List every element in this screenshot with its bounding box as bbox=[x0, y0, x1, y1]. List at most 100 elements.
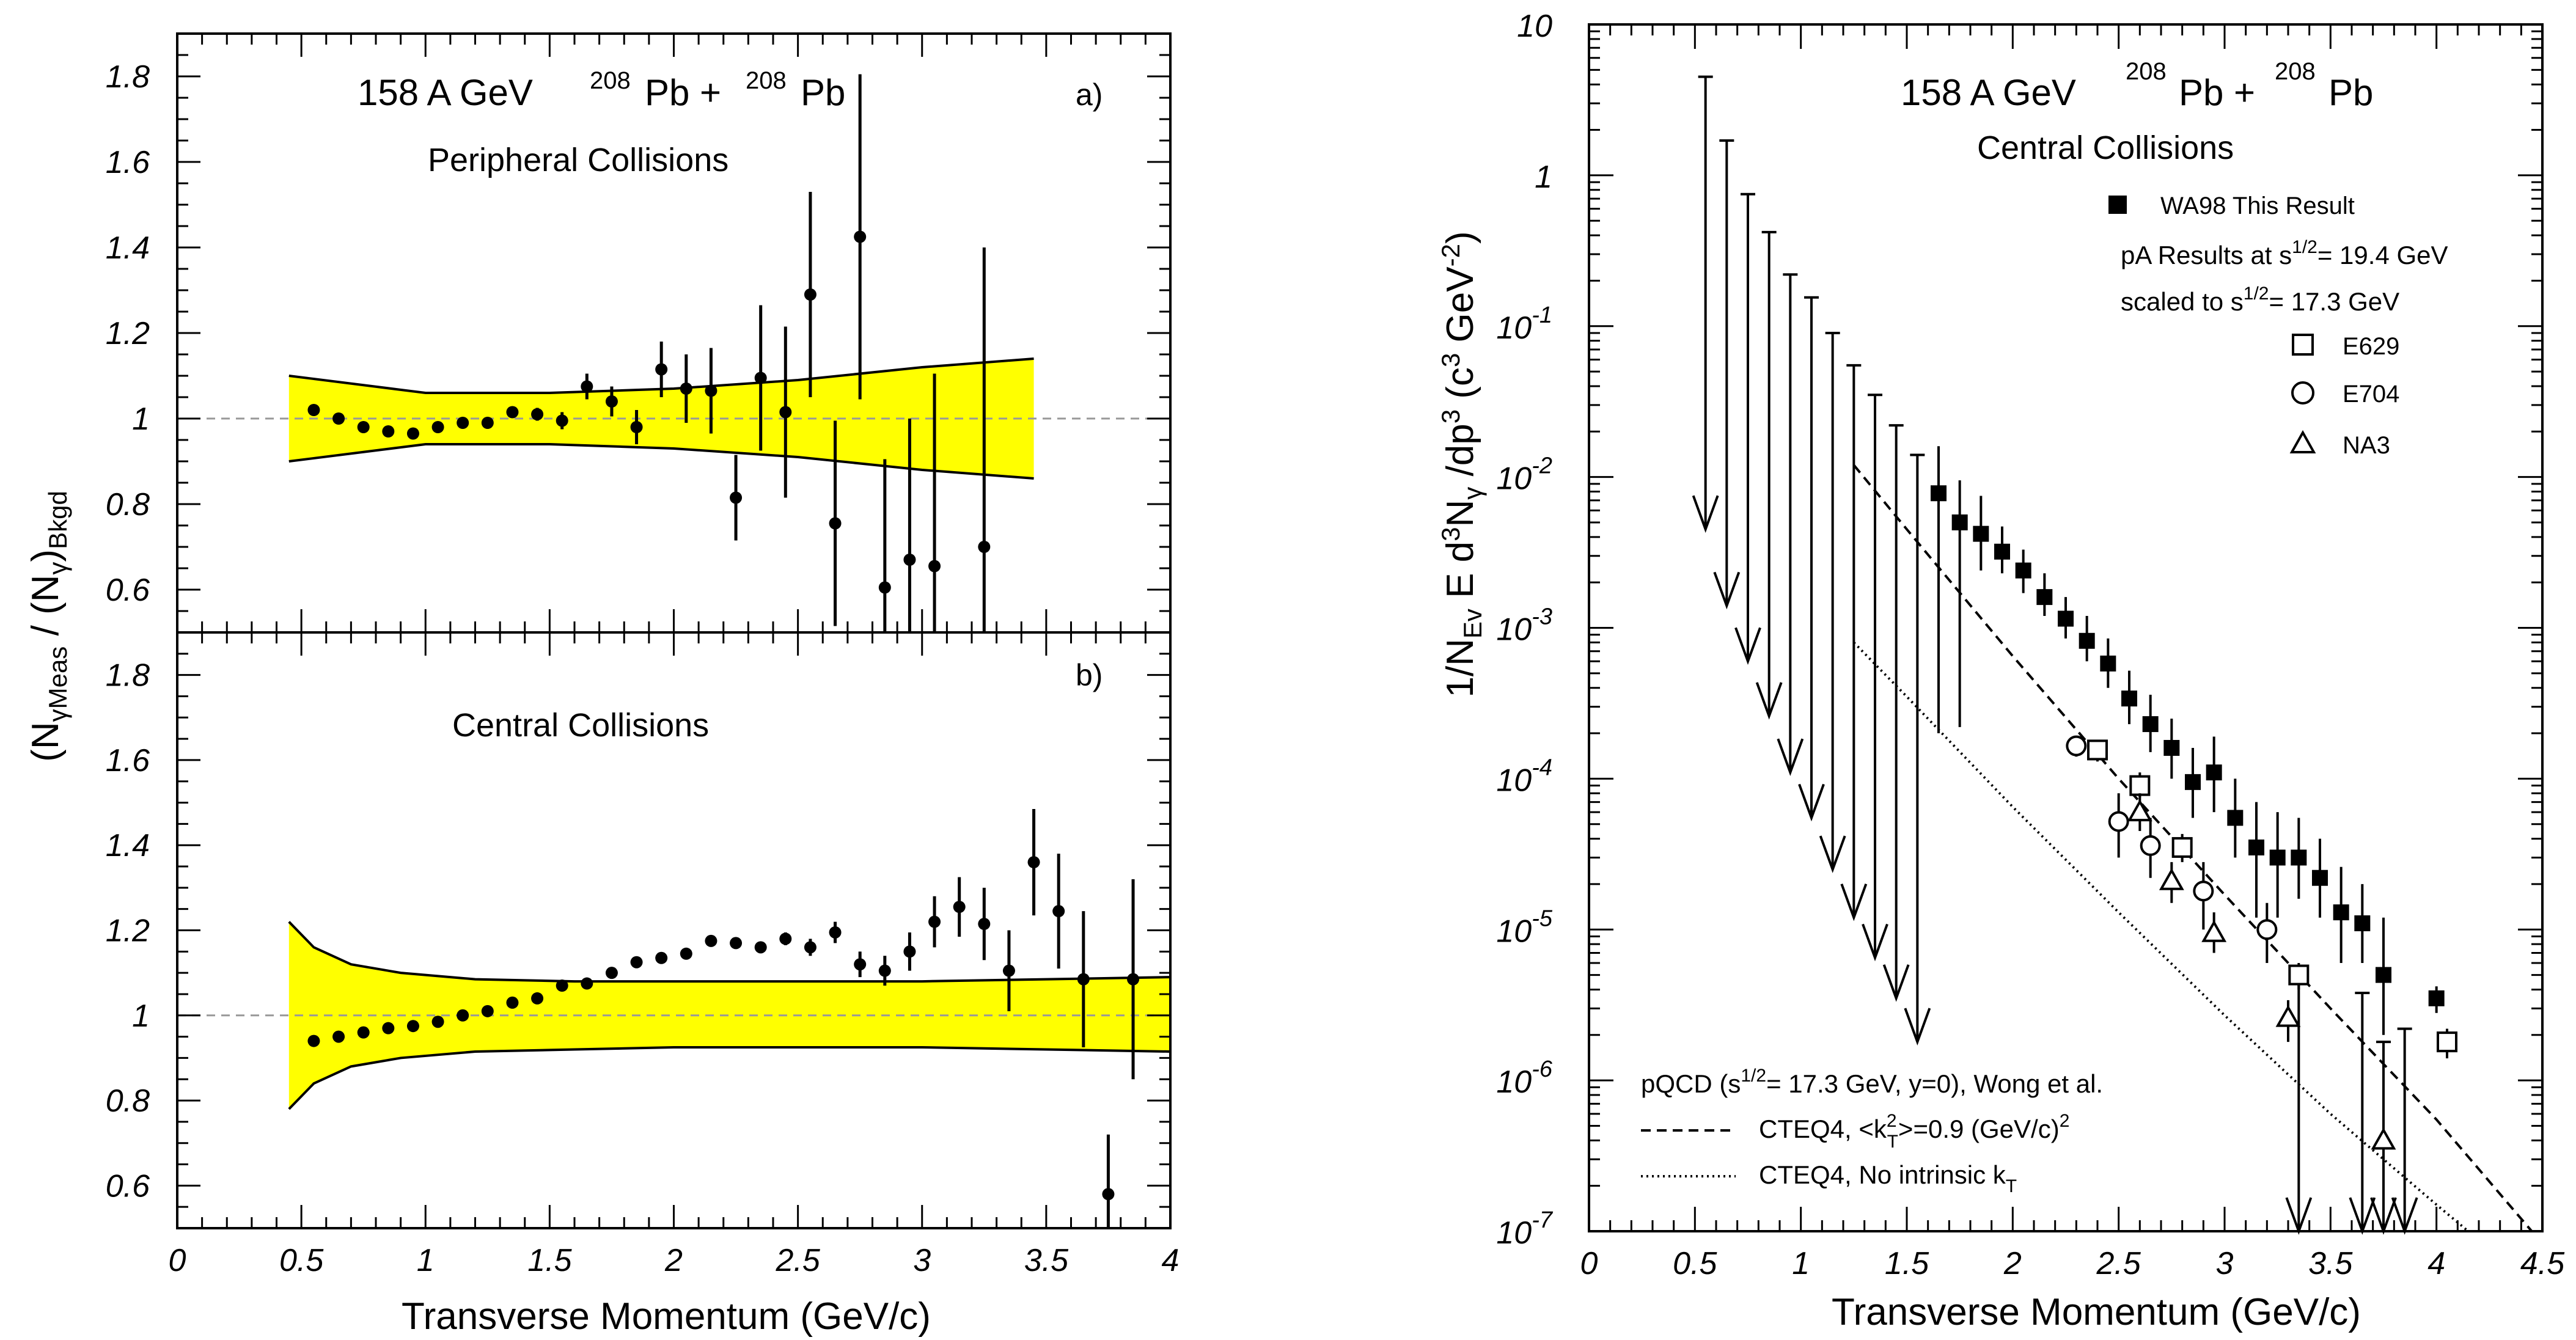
wa98-data-point bbox=[2206, 764, 2222, 781]
right-panel-header: 158 A GeV 208 Pb + 208 Pb Central Collis… bbox=[1901, 58, 2373, 166]
panel-b-data-point bbox=[804, 941, 816, 954]
right-x-tick-label: 3.5 bbox=[2308, 1246, 2353, 1281]
panel-b-data-point bbox=[779, 932, 792, 945]
panel-b-x-tick-label: 3 bbox=[913, 1243, 931, 1278]
panel-a-data-point bbox=[556, 414, 568, 427]
legend-na3-label: NA3 bbox=[2343, 432, 2390, 459]
panel-a: 0.6 0.8 1 1.2 1.4 1.6 1.8 bbox=[106, 32, 1172, 634]
right-y-tick-label: 10-2 bbox=[1496, 453, 1552, 497]
e629-data-point bbox=[2129, 775, 2151, 796]
upper-limit-arrowhead bbox=[1882, 964, 1910, 1002]
wa98-data-point bbox=[1994, 543, 2010, 560]
panel-a-y-tick-label: 1.8 bbox=[106, 59, 150, 95]
right-y-tick-label: 10-3 bbox=[1496, 604, 1552, 648]
wa98-data-point bbox=[2079, 632, 2095, 649]
panel-b-data-point bbox=[357, 1026, 370, 1039]
panel-b-y-tick-label: 0.6 bbox=[106, 1168, 150, 1204]
na3-data-point bbox=[2127, 799, 2152, 822]
na3-data-point bbox=[2371, 1127, 2396, 1150]
panel-a-data-point bbox=[730, 491, 743, 504]
wa98-data-point bbox=[2376, 967, 2391, 983]
right-x-tick-label: 1 bbox=[1792, 1246, 1810, 1281]
panel-b-x-tick-label: 0 bbox=[169, 1243, 186, 1278]
e629-data-point bbox=[2288, 964, 2310, 986]
panel-b-data-point bbox=[705, 934, 717, 947]
panel-a-data-point bbox=[705, 384, 717, 397]
right-y-tick-label: 10 bbox=[1517, 9, 1552, 44]
right-title-nucleon2: 208 bbox=[2275, 58, 2316, 85]
wa98-data-point bbox=[2058, 610, 2074, 627]
panel-a-data-point bbox=[680, 383, 692, 395]
panel-b-data-point bbox=[978, 918, 991, 931]
panel-a-subtitle: Peripheral Collisions bbox=[428, 142, 728, 178]
panel-a-title-pb1: Pb + bbox=[645, 72, 721, 113]
wa98-data-point bbox=[2354, 915, 2371, 932]
upper-limit-arrowhead bbox=[1798, 783, 1825, 822]
panel-b-y-tick-label: 0.8 bbox=[106, 1083, 150, 1119]
left-y-axis-title: (NγMeas / (Nγ)Bkgd bbox=[24, 491, 72, 762]
panel-a-data-point bbox=[854, 230, 867, 243]
panel-a-data-point bbox=[903, 554, 916, 566]
panel-a-data-point bbox=[431, 421, 444, 433]
wa98-data-point bbox=[2428, 990, 2445, 1006]
right-y-axis-title: 1/NEv E d3Nγ /dp3 (c3 GeV-2) bbox=[1436, 231, 1487, 697]
upper-limit-arrowhead bbox=[1692, 495, 1719, 533]
right-subtitle: Central Collisions bbox=[1977, 130, 2234, 166]
panel-b-data-point bbox=[556, 979, 568, 992]
upper-limit-arrowhead bbox=[1713, 571, 1741, 610]
panel-b-x-tick-label: 3.5 bbox=[1024, 1243, 1069, 1278]
right-y-tick-label: 10-5 bbox=[1496, 906, 1552, 949]
panel-b-y-tick-label: 1.4 bbox=[106, 828, 150, 863]
panel-b-data-point bbox=[854, 958, 867, 971]
legend-e704-marker bbox=[2291, 381, 2314, 405]
right-y-tick-label: 10-4 bbox=[1496, 755, 1552, 798]
legend-dashed-label: CTEQ4, <k2 T>=0.9 (GeV/c)2 bbox=[1759, 1111, 2069, 1152]
panel-b-data-point bbox=[457, 1009, 469, 1022]
e629-data-point bbox=[2087, 739, 2108, 761]
dashed-curve-cteq4-kt bbox=[1852, 464, 2533, 1232]
panel-a-data-point bbox=[928, 560, 941, 573]
panel-b-data-point bbox=[903, 945, 916, 958]
panel-b-data-point bbox=[531, 992, 544, 1005]
e629-data-point bbox=[2437, 1031, 2457, 1053]
legend-na3-marker bbox=[2289, 430, 2316, 453]
right-x-tick-label: 4 bbox=[2427, 1246, 2445, 1281]
panel-b-label: b) bbox=[1076, 658, 1103, 692]
panel-b-data-point bbox=[581, 977, 593, 990]
wa98-data-point bbox=[2333, 904, 2349, 921]
wa98-data-point bbox=[2312, 870, 2328, 886]
panel-b-data-point bbox=[481, 1005, 494, 1017]
panel-b-data-point bbox=[754, 941, 767, 954]
panel-b-x-tick-label: 4 bbox=[1162, 1243, 1180, 1278]
panel-a-data-point bbox=[406, 427, 419, 440]
panel-b-band-upper bbox=[288, 921, 1171, 983]
upper-limit-arrowhead bbox=[1862, 923, 1888, 962]
right-x-tick-label: 1.5 bbox=[1885, 1246, 1929, 1281]
right-x-tick-label: 0.5 bbox=[1673, 1246, 1717, 1281]
panel-a-header: 158 A GeV 208 Pb + 208 Pb Peripheral Col… bbox=[358, 67, 1103, 178]
panel-a-title-pb2: Pb bbox=[801, 72, 845, 113]
wa98-data-point bbox=[2142, 716, 2159, 733]
panel-b-x-tick-label: 1.5 bbox=[527, 1243, 572, 1278]
panel-b-data-point bbox=[1027, 856, 1040, 869]
e704-data-point bbox=[2193, 881, 2214, 902]
panel-a-data-point bbox=[332, 412, 345, 425]
panel-b-x-tick-label: 1 bbox=[417, 1243, 435, 1278]
e704-data-point bbox=[2108, 811, 2129, 832]
panel-b-data-point bbox=[829, 926, 842, 939]
panel-a-data-point bbox=[655, 363, 668, 376]
panel-b-data-point bbox=[332, 1030, 345, 1043]
panel-b-data-point bbox=[928, 915, 941, 928]
panel-a-data-point bbox=[307, 404, 320, 416]
panel-b-band bbox=[288, 921, 1170, 1109]
panel-a-title-nucleon1: 208 bbox=[590, 67, 631, 94]
legend-dotted-label: CTEQ4, No intrinsic kT bbox=[1759, 1160, 2017, 1196]
panel-b-y-tick-label: 1.8 bbox=[106, 658, 150, 694]
legend-e629-label: E629 bbox=[2343, 333, 2399, 360]
legend-wa98-label: WA98 This Result bbox=[2160, 192, 2355, 219]
panel-a-data-point bbox=[506, 406, 519, 419]
panel-a-data-point bbox=[382, 425, 395, 438]
panel-a-data-point bbox=[754, 372, 767, 384]
right-x-axis-title: Transverse Momentum (GeV/c) bbox=[1832, 1291, 2361, 1333]
panel-b-data-point bbox=[680, 947, 692, 960]
